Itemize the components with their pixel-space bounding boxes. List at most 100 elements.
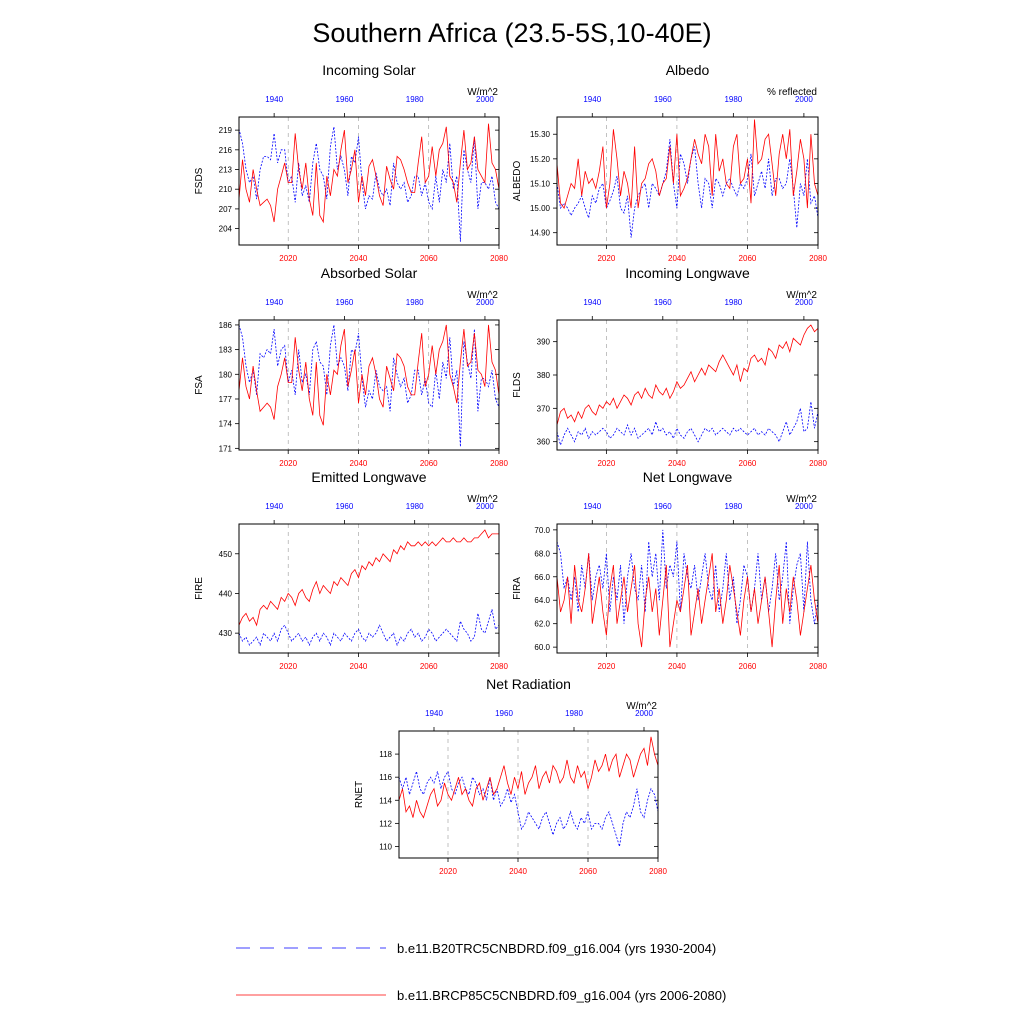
panel-title-fira: Net Longwave xyxy=(643,469,733,485)
xtick-bottom-label-fsa-2: 2060 xyxy=(420,459,438,468)
xtick-top-label-fira-1: 1960 xyxy=(654,502,672,511)
panel-fira: Net Longwave W/m^2 FIRA 70.0 68.0 66.0 64.0 62.… xyxy=(512,469,827,671)
panel-albedo: Albedo % reflected ALBEDO 15.30 15.20 15.10 15… xyxy=(512,62,827,263)
ytick-label-fsa-3: 177 xyxy=(219,395,233,404)
plot-frame-fira xyxy=(556,523,819,654)
units-label-fira: W/m^2 xyxy=(786,494,817,505)
units-label-albedo: % reflected xyxy=(767,87,817,98)
legend-label-future: b.e11.BRCP85C5CNBDRD.f09_g16.004 (yrs 20… xyxy=(397,988,726,1003)
series-line-fira-historical xyxy=(556,529,819,624)
figure-title: Southern Africa (23.5-5S,10-40E) xyxy=(312,18,711,48)
series-line-fsds-future xyxy=(238,123,500,224)
xtick-top-label-fire-2: 1980 xyxy=(406,502,424,511)
xtick-top-label-fsds-2: 1980 xyxy=(406,95,424,104)
xtick-top-label-fire-1: 1960 xyxy=(336,502,354,511)
ytick-label-fira-4: 62.0 xyxy=(534,620,550,629)
plot-frame-fsds xyxy=(238,116,500,246)
xtick-top-label-fira-0: 1940 xyxy=(583,502,601,511)
ytick-label-fsds-1: 216 xyxy=(219,146,233,155)
ytick-label-flds-3: 360 xyxy=(537,438,551,447)
ylabel-rnet: RNET xyxy=(354,781,365,808)
legend-label-historical: b.e11.B20TRC5CNBDRD.f09_g16.004 (yrs 193… xyxy=(397,941,716,956)
xtick-bottom-label-albedo-3: 2080 xyxy=(809,254,827,263)
xtick-top-label-rnet-3: 2000 xyxy=(635,709,653,718)
panel-flds: Incoming Longwave W/m^2 FLDS 390 380 370 360 20… xyxy=(512,265,827,468)
xtick-top-label-albedo-0: 1940 xyxy=(583,95,601,104)
plot-frame-flds xyxy=(556,319,819,451)
xtick-top-label-albedo-1: 1960 xyxy=(654,95,672,104)
ytick-label-fsds-2: 213 xyxy=(219,166,233,175)
legend: b.e11.B20TRC5CNBDRD.f09_g16.004 (yrs 193… xyxy=(236,941,726,1003)
xtick-top-label-fsds-0: 1940 xyxy=(265,95,283,104)
xtick-bottom-label-flds-1: 2040 xyxy=(668,459,686,468)
ytick-label-fira-5: 60.0 xyxy=(534,643,550,652)
xtick-top-label-fira-2: 1980 xyxy=(724,502,742,511)
xtick-top-label-fsa-3: 2000 xyxy=(476,298,494,307)
series-line-fira-future xyxy=(556,553,819,648)
panel-title-flds: Incoming Longwave xyxy=(625,265,750,281)
ytick-label-fira-3: 64.0 xyxy=(534,596,550,605)
units-label-rnet: W/m^2 xyxy=(626,701,657,712)
xtick-bottom-label-fire-3: 2080 xyxy=(490,662,508,671)
ytick-label-fsds-3: 210 xyxy=(219,185,233,194)
ytick-label-fsa-4: 174 xyxy=(219,420,233,429)
series-line-flds-historical xyxy=(556,401,819,447)
ylabel-fire: FIRE xyxy=(194,577,205,600)
ytick-label-albedo-1: 15.20 xyxy=(530,155,551,164)
xtick-bottom-label-fire-0: 2020 xyxy=(279,662,297,671)
xtick-bottom-label-fsds-2: 2060 xyxy=(420,254,438,263)
xtick-top-label-fire-0: 1940 xyxy=(265,502,283,511)
xtick-bottom-label-rnet-0: 2020 xyxy=(439,867,457,876)
ytick-label-albedo-4: 14.90 xyxy=(530,229,551,238)
xtick-top-label-rnet-2: 1980 xyxy=(565,709,583,718)
xtick-bottom-label-flds-3: 2080 xyxy=(809,459,827,468)
units-label-fire: W/m^2 xyxy=(467,494,498,505)
xtick-top-label-fira-3: 2000 xyxy=(795,502,813,511)
xtick-bottom-label-fsds-0: 2020 xyxy=(279,254,297,263)
xtick-bottom-label-fsa-1: 2040 xyxy=(350,459,368,468)
plot-frame-fsa xyxy=(238,319,500,451)
xtick-top-label-albedo-2: 1980 xyxy=(724,95,742,104)
ytick-label-fire-2: 430 xyxy=(219,629,233,638)
xtick-top-label-rnet-1: 1960 xyxy=(495,709,513,718)
xtick-top-label-flds-0: 1940 xyxy=(583,298,601,307)
xtick-bottom-label-fire-1: 2040 xyxy=(350,662,368,671)
series-line-albedo-future xyxy=(556,119,819,209)
ylabel-albedo: ALBEDO xyxy=(512,160,523,201)
ytick-label-albedo-0: 15.30 xyxy=(530,130,551,139)
xtick-top-label-fsds-1: 1960 xyxy=(336,95,354,104)
ylabel-fira: FIRA xyxy=(512,577,523,600)
ytick-label-fire-1: 440 xyxy=(219,589,233,598)
ytick-label-rnet-2: 114 xyxy=(379,796,392,805)
panel-fsds: Incoming Solar W/m^2 FSDS 219 216 213 210 207 20… xyxy=(194,62,508,263)
units-label-fsa: W/m^2 xyxy=(467,290,498,301)
ytick-label-rnet-3: 112 xyxy=(379,819,392,828)
xtick-bottom-label-fire-2: 2060 xyxy=(420,662,438,671)
xtick-bottom-label-fsds-1: 2040 xyxy=(350,254,368,263)
xtick-top-label-fsa-0: 1940 xyxy=(265,298,283,307)
ylabel-fsds: FSDS xyxy=(194,167,205,194)
ytick-label-flds-0: 390 xyxy=(537,338,551,347)
units-label-flds: W/m^2 xyxy=(786,290,817,301)
xtick-top-label-flds-2: 1980 xyxy=(724,298,742,307)
panel-fsa: Absorbed Solar W/m^2 FSA 186 183 180 177 174 171… xyxy=(194,265,508,468)
xtick-bottom-label-albedo-0: 2020 xyxy=(597,254,615,263)
ylabel-flds: FLDS xyxy=(512,372,523,398)
panel-title-fsa: Absorbed Solar xyxy=(321,265,418,281)
xtick-bottom-label-rnet-3: 2080 xyxy=(649,867,667,876)
xtick-top-label-flds-1: 1960 xyxy=(654,298,672,307)
plot-frame-albedo xyxy=(556,116,819,246)
ytick-label-albedo-2: 15.10 xyxy=(530,179,551,188)
xtick-top-label-fsa-2: 1980 xyxy=(406,298,424,307)
panel-fire: Emitted Longwave W/m^2 FIRE 450 440 430 2020 20… xyxy=(194,469,508,671)
xtick-top-label-fsds-3: 2000 xyxy=(476,95,494,104)
series-line-rnet-future xyxy=(398,736,659,819)
ytick-label-fira-0: 70.0 xyxy=(534,526,550,535)
series-line-rnet-historical xyxy=(398,770,659,847)
xtick-bottom-label-fira-2: 2060 xyxy=(739,662,757,671)
ytick-label-fsds-4: 207 xyxy=(219,205,233,214)
series-line-fsa-historical xyxy=(238,324,500,447)
xtick-bottom-label-albedo-2: 2060 xyxy=(739,254,757,263)
series-line-fsa-future xyxy=(238,324,500,426)
